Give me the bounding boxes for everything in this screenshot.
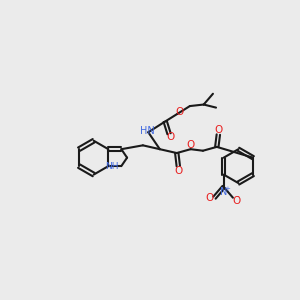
Text: -: - — [237, 193, 240, 199]
Text: O: O — [167, 132, 175, 142]
Text: N: N — [220, 187, 227, 197]
Text: NH: NH — [105, 162, 118, 171]
Text: +: + — [224, 186, 230, 192]
Text: O: O — [232, 196, 240, 206]
Text: O: O — [206, 193, 214, 203]
Text: O: O — [214, 125, 223, 135]
Text: HN: HN — [140, 126, 155, 136]
Text: O: O — [187, 140, 195, 150]
Text: O: O — [175, 107, 183, 117]
Text: O: O — [174, 166, 182, 176]
